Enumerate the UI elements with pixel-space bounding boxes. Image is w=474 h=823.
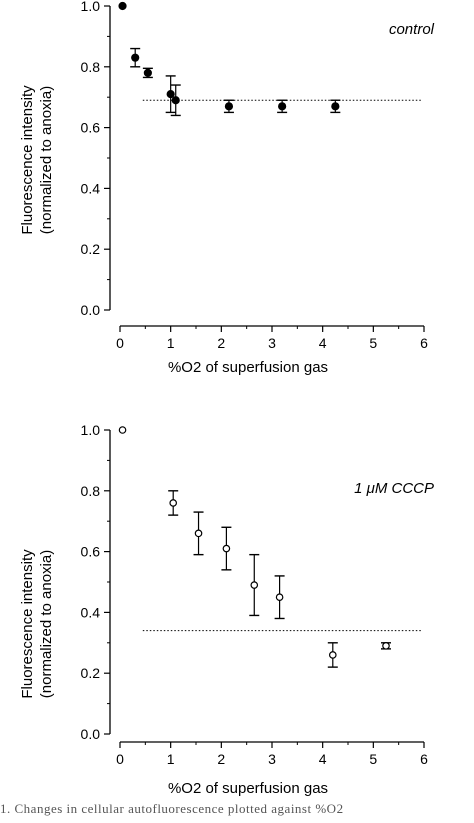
cccp-y-axis-label-line2: (normalized to anoxia)	[38, 550, 55, 698]
control-data-point	[331, 102, 340, 111]
control-data-point	[224, 102, 234, 111]
control-y-axis-label-line2: (normalized to anoxia)	[38, 86, 55, 234]
cccp-x-tick-label: 2	[217, 751, 225, 767]
cccp-data-point	[275, 593, 284, 602]
control-x-tick-label: 0	[116, 335, 124, 351]
control-y-tick-label: 0.6	[81, 120, 101, 136]
cccp-x-tick-label: 5	[369, 751, 377, 767]
control-y-tick-label: 0.0	[81, 302, 101, 318]
cccp-panel: 0.0 0.2 0.4 0.6 0.8 1.0 0 1 2 3 4 5 6 1 μM CCCP %O2 …	[19, 422, 434, 797]
control-x-axis-label: %O2 of superfusion gas	[168, 359, 328, 376]
control-x-tick-label: 2	[217, 335, 225, 351]
control-y-tick-label: 0.8	[81, 59, 101, 75]
cccp-x-tick-label: 3	[268, 751, 276, 767]
cccp-x-tick-label: 4	[319, 751, 327, 767]
control-data-point	[166, 90, 175, 99]
cccp-x-tick-label: 6	[420, 751, 428, 767]
cccp-y-axis-label-line1: Fluorescence intensity	[19, 549, 36, 699]
cccp-data-point	[118, 426, 127, 434]
cccp-y-tick-label: 1.0	[81, 422, 101, 438]
cccp-y-tick-label: 0.0	[81, 726, 101, 742]
cccp-data-point	[169, 499, 178, 507]
control-data-point	[171, 96, 180, 105]
cccp-y-tick-label: 0.4	[81, 604, 101, 620]
cccp-x-tick-label: 1	[167, 751, 175, 767]
cccp-data-point	[194, 529, 203, 538]
cccp-data-marks: 0.0 0.2 0.4 0.6 0.8 1.0 0 1 2 3 4 5 6	[81, 422, 429, 767]
cccp-data-point	[222, 544, 231, 553]
control-x-tick-label: 3	[268, 335, 276, 351]
cccp-data-point	[250, 581, 259, 589]
cccp-y-tick-label: 0.8	[81, 483, 101, 499]
control-data-point	[118, 1, 127, 11]
control-x-tick-label: 6	[420, 335, 428, 351]
cccp-y-tick-label: 0.2	[81, 665, 101, 681]
control-data-point	[143, 68, 152, 77]
cccp-y-tick-label: 0.6	[81, 544, 101, 560]
control-annotation: control	[389, 21, 435, 38]
figure-caption: 1. Changes in cellular autofluorescence …	[0, 801, 344, 816]
control-x-tick-label: 5	[369, 335, 377, 351]
cccp-data-point	[382, 642, 390, 650]
control-data-point	[131, 53, 140, 62]
control-y-tick-label: 0.4	[81, 180, 101, 196]
control-data-marks: 0.0 0.2 0.4 0.6 0.8 1.0 0 1 2 3 4 5 6	[81, 0, 429, 351]
control-x-tick-label: 4	[319, 335, 327, 351]
cccp-annotation: 1 μM CCCP	[354, 480, 434, 497]
control-x-tick-label: 1	[167, 335, 175, 351]
cccp-x-tick-label: 0	[116, 751, 124, 767]
cccp-data-point	[328, 651, 337, 659]
control-y-axis-label-line1: Fluorescence intensity	[19, 85, 36, 235]
control-y-tick-label: 0.2	[81, 241, 101, 257]
control-data-point	[278, 102, 287, 111]
cccp-x-axis-label: %O2 of superfusion gas	[168, 780, 328, 797]
control-panel: 0.0 0.2 0.4 0.6 0.8 1.0 0 1 2 3 4 5 6 control %O2 of…	[19, 0, 435, 376]
control-y-tick-label: 1.0	[81, 0, 101, 14]
